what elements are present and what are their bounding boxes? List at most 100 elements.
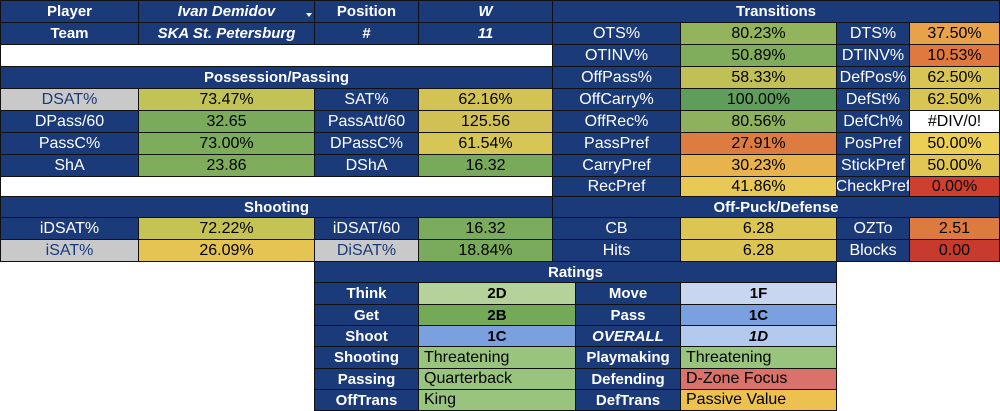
stat-value-offpass-pct: 58.33%: [680, 66, 837, 89]
stat-label-defpos-pct: DefPos%: [836, 66, 910, 89]
number-label: #: [314, 22, 419, 45]
style-value-deftrans: Passive Value: [680, 389, 837, 411]
stat-label-hits: Hits: [552, 239, 681, 262]
stat-value-disat-pct: 18.84%: [418, 239, 553, 262]
stat-label-dpass-60: DPass/60: [0, 110, 139, 133]
possession-title: Possession/Passing: [0, 66, 553, 89]
stat-label-checkpref: CheckPref: [836, 176, 910, 197]
spacer-row: [0, 44, 553, 67]
chevron-down-icon: [306, 13, 312, 17]
stat-value-dtinv-pct: 10.53%: [909, 44, 1000, 67]
stat-label-passpref: PassPref: [552, 132, 681, 155]
team-label: Team: [0, 22, 139, 45]
stat-value-sat-pct: 62.16%: [418, 88, 553, 111]
stat-label-ozto: OZTo: [836, 217, 910, 240]
stat-value-defst-pct: 62.50%: [909, 88, 1000, 111]
stat-label-dsat-pct: DSAT%: [0, 88, 139, 111]
stat-value-recpref: 41.86%: [680, 176, 837, 197]
stat-label-defst-pct: DefSt%: [836, 88, 910, 111]
shooting-title: Shooting: [0, 196, 553, 218]
rating-value-overall: 1D: [680, 325, 837, 347]
stat-label-isat-pct: iSAT%: [0, 239, 139, 262]
stat-value-checkpref: 0.00%: [909, 176, 1000, 197]
stat-value-dsha: 16.32: [418, 154, 553, 177]
spacer-row: [0, 176, 553, 197]
player-label: Player: [0, 0, 139, 23]
stat-label-idsat-60: iDSAT/60: [314, 217, 419, 240]
style-value-playmaking: Threatening: [680, 346, 837, 369]
stat-value-carrypref: 30.23%: [680, 154, 837, 177]
style-label-shooting: Shooting: [314, 346, 419, 369]
rating-label-shoot: Shoot: [314, 325, 419, 347]
rating-label-get: Get: [314, 304, 419, 326]
stat-label-cb: CB: [552, 217, 681, 240]
stat-label-pospref: PosPref: [836, 132, 910, 155]
position-label: Position: [314, 0, 419, 23]
rating-value-think: 2D: [418, 282, 576, 305]
stat-value-passpref: 27.91%: [680, 132, 837, 155]
stat-value-offrec-pct: 80.56%: [680, 110, 837, 133]
ratings-title: Ratings: [314, 261, 837, 283]
stat-value-dpassc-pct: 61.54%: [418, 132, 553, 155]
stat-value-defpos-pct: 62.50%: [909, 66, 1000, 89]
style-value-defending: D-Zone Focus: [680, 368, 837, 390]
stat-label-defch-pct: DefCh%: [836, 110, 910, 133]
stat-value-hits: 6.28: [680, 239, 837, 262]
stat-label-dsha: DShA: [314, 154, 419, 177]
stat-value-offcarry-pct: 100.00%: [680, 88, 837, 111]
stat-value-otinv-pct: 50.89%: [680, 44, 837, 67]
team-name: SKA St. Petersburg: [138, 22, 315, 45]
stat-label-dts-pct: DTS%: [836, 22, 910, 45]
stat-value-idsat-60: 16.32: [418, 217, 553, 240]
rating-label-think: Think: [314, 282, 419, 305]
stat-label-recpref: RecPref: [552, 176, 681, 197]
stat-label-offpass-pct: OffPass%: [552, 66, 681, 89]
style-label-passing: Passing: [314, 368, 419, 390]
rating-label-overall: OVERALL: [575, 325, 681, 347]
stat-label-otinv-pct: OTINV%: [552, 44, 681, 67]
stat-value-blocks: 0.00: [909, 239, 1000, 262]
stat-label-passatt-60: PassAtt/60: [314, 110, 419, 133]
rating-value-pass: 1C: [680, 304, 837, 326]
transitions-title: Transitions: [552, 0, 1000, 23]
stat-value-ozto: 2.51: [909, 217, 1000, 240]
stat-value-ots-pct: 80.23%: [680, 22, 837, 45]
rating-value-get: 2B: [418, 304, 576, 326]
stat-label-idsat-pct: iDSAT%: [0, 217, 139, 240]
stat-label-dpassc-pct: DPassC%: [314, 132, 419, 155]
style-label-offtrans: OffTrans: [314, 389, 419, 411]
style-label-deftrans: DefTrans: [575, 389, 681, 411]
style-label-defending: Defending: [575, 368, 681, 390]
player-name: Ivan Demidov: [138, 0, 315, 23]
offpuck-title: Off-Puck/Defense: [552, 196, 1000, 218]
stat-label-blocks: Blocks: [836, 239, 910, 262]
rating-value-move: 1F: [680, 282, 837, 305]
stat-label-sha: ShA: [0, 154, 139, 177]
stat-value-pospref: 50.00%: [909, 132, 1000, 155]
stat-value-dpass-60: 32.65: [138, 110, 315, 133]
rating-label-pass: Pass: [575, 304, 681, 326]
stat-value-stickpref: 50.00%: [909, 154, 1000, 177]
stat-label-passc-pct: PassC%: [0, 132, 139, 155]
stat-value-idsat-pct: 72.22%: [138, 217, 315, 240]
style-value-shooting: Threatening: [418, 346, 576, 369]
stat-value-defch-pct: #DIV/0!: [909, 110, 1000, 133]
stat-label-offcarry-pct: OffCarry%: [552, 88, 681, 111]
style-label-playmaking: Playmaking: [575, 346, 681, 369]
stat-label-carrypref: CarryPref: [552, 154, 681, 177]
position-value: W: [418, 0, 553, 23]
stat-label-disat-pct: DiSAT%: [314, 239, 419, 262]
stat-value-passatt-60: 125.56: [418, 110, 553, 133]
stat-value-sha: 23.86: [138, 154, 315, 177]
stat-value-dts-pct: 37.50%: [909, 22, 1000, 45]
stat-value-isat-pct: 26.09%: [138, 239, 315, 262]
stat-value-cb: 6.28: [680, 217, 837, 240]
stat-value-dsat-pct: 73.47%: [138, 88, 315, 111]
stat-label-stickpref: StickPref: [836, 154, 910, 177]
rating-value-shoot: 1C: [418, 325, 576, 347]
number-value: 11: [418, 22, 553, 45]
rating-label-move: Move: [575, 282, 681, 305]
stat-label-sat-pct: SAT%: [314, 88, 419, 111]
stat-label-ots-pct: OTS%: [552, 22, 681, 45]
